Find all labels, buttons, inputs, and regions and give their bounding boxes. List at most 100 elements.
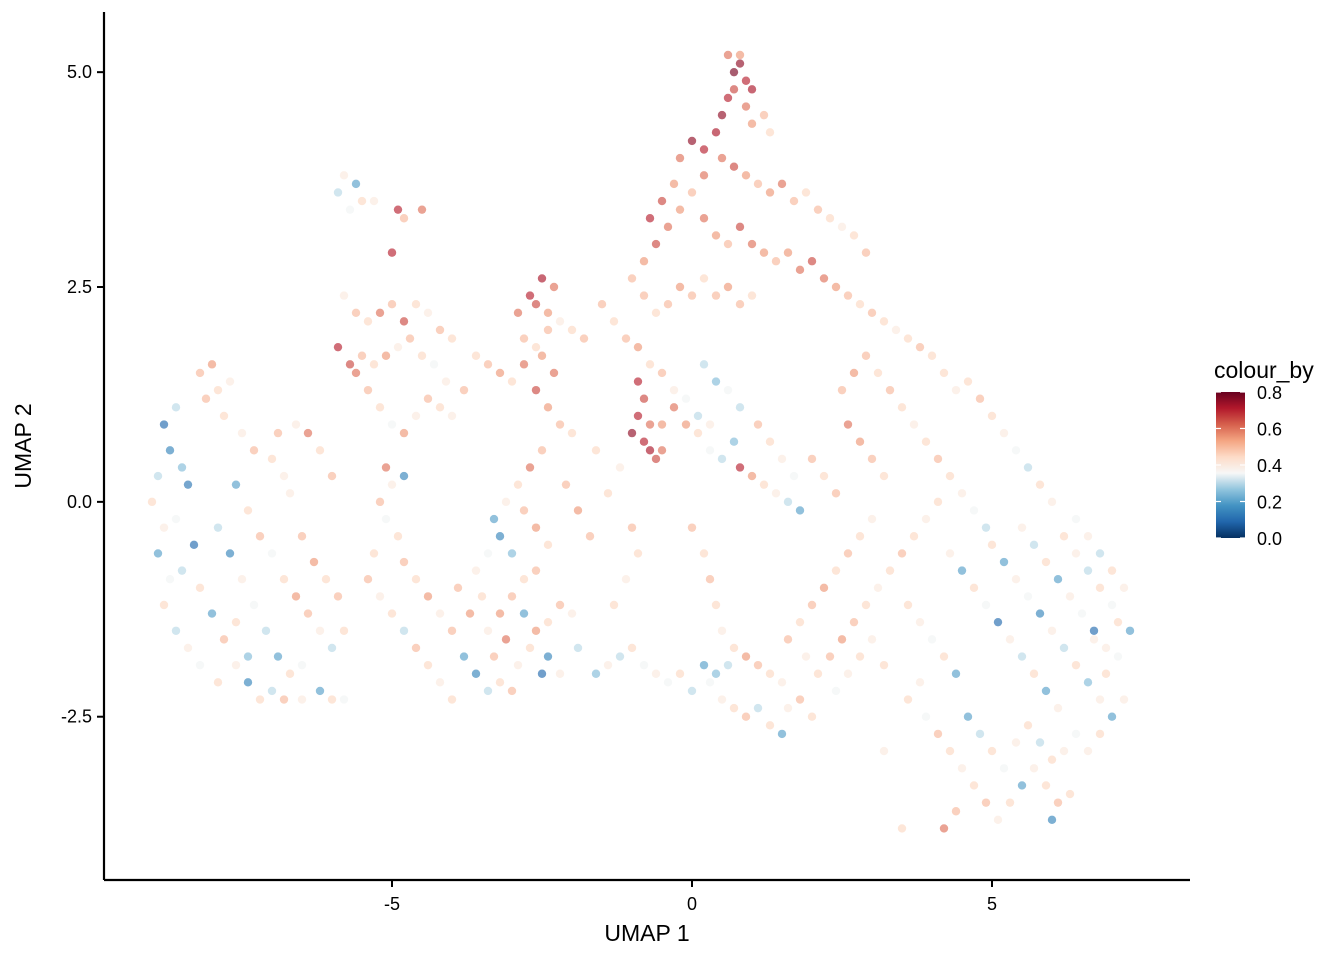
data-point <box>1053 575 1063 584</box>
data-point <box>783 248 793 257</box>
data-point <box>213 385 223 395</box>
data-point <box>885 566 895 575</box>
data-point <box>891 325 901 335</box>
data-point <box>327 471 337 481</box>
data-point <box>507 377 517 386</box>
data-point <box>831 282 841 292</box>
data-point <box>315 446 325 455</box>
data-point <box>1035 738 1045 747</box>
data-point <box>957 566 967 575</box>
data-point <box>555 600 565 610</box>
data-point <box>639 394 649 403</box>
data-point <box>735 50 745 60</box>
data-point <box>309 557 319 567</box>
data-point <box>1023 463 1033 472</box>
data-point <box>1047 497 1057 507</box>
data-point <box>537 274 547 283</box>
data-point <box>657 368 667 378</box>
data-point <box>777 454 787 464</box>
data-point <box>825 214 835 223</box>
data-point <box>171 626 181 635</box>
data-point <box>513 480 523 489</box>
colorbar-tick-label: 0.4 <box>1257 456 1282 476</box>
data-point <box>459 652 469 661</box>
data-point <box>525 643 535 653</box>
data-point <box>729 85 739 94</box>
data-point <box>279 575 289 584</box>
data-point <box>387 420 397 429</box>
data-point <box>1041 557 1051 567</box>
y-tick-label: 2.5 <box>67 277 92 297</box>
data-point <box>951 669 961 678</box>
data-point <box>753 660 763 670</box>
y-axis-ticks: -2.5 0.0 2.5 5.0 <box>61 62 104 727</box>
data-point <box>1083 746 1093 756</box>
data-point <box>861 248 871 257</box>
data-point <box>723 93 733 103</box>
data-point <box>417 205 427 214</box>
data-point <box>843 549 853 558</box>
data-point <box>957 489 967 498</box>
data-point <box>177 463 187 472</box>
data-point <box>171 514 181 524</box>
data-point <box>273 428 283 438</box>
data-point <box>399 214 409 223</box>
data-point <box>651 669 661 678</box>
data-point <box>303 609 313 618</box>
data-point <box>903 334 913 343</box>
data-point <box>651 308 661 317</box>
data-point <box>429 360 439 369</box>
data-point <box>939 368 949 378</box>
data-point <box>687 523 697 532</box>
data-point <box>645 360 655 369</box>
data-point <box>255 695 265 704</box>
data-point <box>1101 643 1111 653</box>
y-tick-label: -2.5 <box>61 707 92 727</box>
data-point <box>195 368 205 378</box>
data-point <box>237 575 247 584</box>
data-point <box>159 600 169 610</box>
data-point <box>627 643 637 653</box>
data-point <box>969 506 979 515</box>
data-point <box>813 205 823 214</box>
data-point <box>495 532 505 541</box>
data-point <box>717 626 727 635</box>
data-point <box>519 609 529 618</box>
data-point <box>657 420 667 429</box>
data-point <box>561 480 571 489</box>
data-point <box>753 703 763 713</box>
data-point <box>621 334 631 343</box>
data-point <box>471 669 481 678</box>
data-point <box>795 695 805 704</box>
data-point <box>657 196 667 206</box>
data-point <box>1065 789 1075 799</box>
data-point <box>447 626 457 635</box>
data-point <box>639 660 649 670</box>
data-point <box>507 549 517 558</box>
colorbar-tick-label: 0.6 <box>1257 420 1282 440</box>
data-point <box>735 403 745 412</box>
data-point <box>1107 600 1117 610</box>
data-point <box>927 351 937 360</box>
data-point <box>933 454 943 464</box>
data-point <box>1065 592 1075 601</box>
data-point <box>627 428 637 438</box>
x-tick-label: 5 <box>987 894 997 914</box>
x-axis-label: UMAP 1 <box>604 920 689 946</box>
data-point <box>951 385 961 395</box>
data-point <box>339 171 349 180</box>
data-point <box>699 549 709 558</box>
data-point <box>837 222 847 232</box>
data-point <box>573 506 583 515</box>
data-point <box>687 686 697 696</box>
data-point <box>819 274 829 283</box>
data-point <box>483 626 493 635</box>
data-point <box>669 403 679 412</box>
data-point <box>387 299 397 309</box>
data-point <box>999 764 1009 773</box>
data-point <box>597 299 607 309</box>
legend-title: colour_by <box>1214 357 1314 383</box>
data-point <box>915 342 925 352</box>
data-point <box>711 291 721 300</box>
data-point <box>723 660 733 670</box>
